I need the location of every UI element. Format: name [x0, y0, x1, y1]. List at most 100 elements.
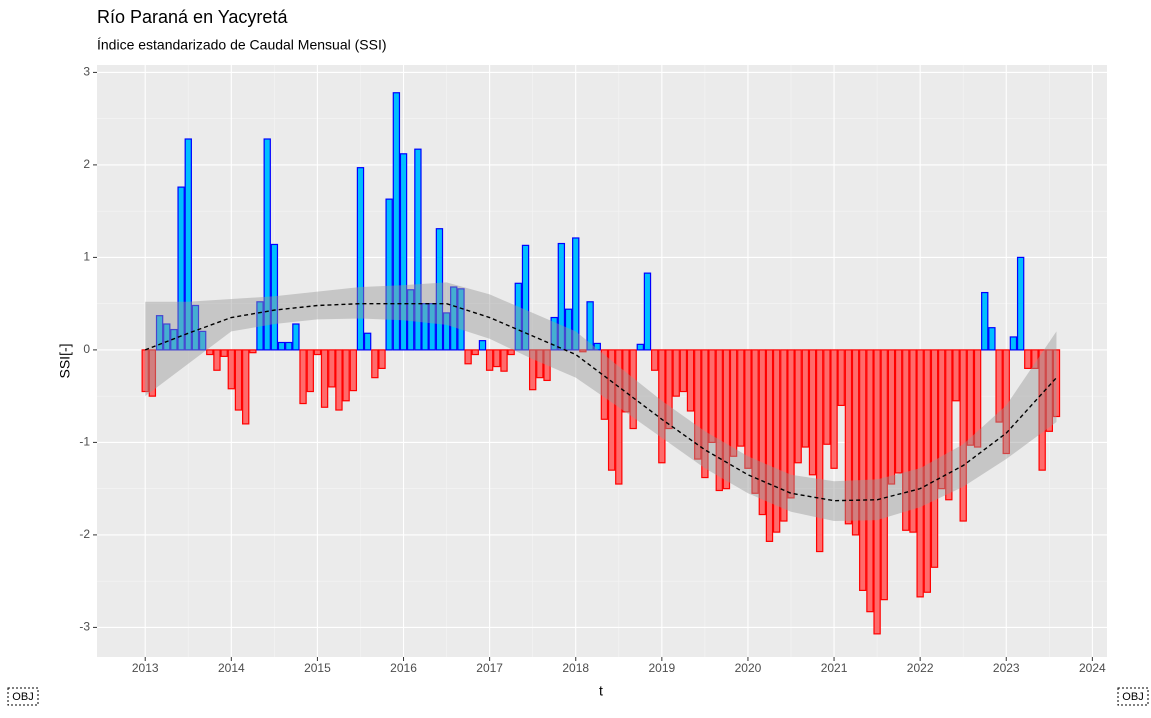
bar: [242, 349, 250, 425]
bar: [880, 349, 888, 601]
bar: [313, 349, 322, 356]
bar: [256, 301, 264, 351]
bar: [335, 349, 343, 411]
bar: [995, 349, 1003, 423]
bar: [349, 349, 358, 392]
bar: [658, 349, 666, 464]
bar: [622, 349, 630, 413]
bar: [457, 288, 465, 351]
bar: [988, 327, 996, 351]
bar: [406, 289, 415, 351]
bar: [543, 349, 551, 382]
bar: [277, 341, 286, 351]
bar: [500, 349, 508, 372]
bar: [378, 349, 386, 369]
x-tick-label: 2021: [821, 661, 848, 675]
bar: [148, 349, 157, 397]
bar: [902, 349, 910, 531]
bar: [528, 349, 537, 391]
bar: [701, 349, 709, 479]
x-tick-label: 2024: [1079, 661, 1106, 675]
y-tick-label: -3: [79, 620, 90, 634]
bar: [485, 349, 494, 371]
bar: [550, 316, 558, 351]
bar: [651, 349, 659, 371]
bar: [141, 349, 149, 393]
bar: [615, 349, 623, 485]
bar: [780, 349, 788, 522]
bar: [636, 343, 645, 351]
bar: [916, 349, 924, 598]
bar: [686, 349, 695, 412]
bar: [191, 304, 200, 351]
bar: [249, 349, 257, 354]
bar: [808, 349, 817, 476]
bar: [801, 349, 810, 448]
bar: [945, 349, 953, 501]
bar: [1002, 349, 1010, 455]
obj-box: [1117, 687, 1149, 706]
bar: [371, 349, 379, 379]
bar: [155, 315, 164, 351]
bar: [270, 243, 279, 351]
bar: [744, 349, 752, 469]
bar: [227, 349, 236, 390]
bar: [450, 286, 458, 351]
bar: [213, 349, 221, 371]
bar: [1009, 336, 1018, 351]
y-tick-label: 2: [83, 157, 90, 171]
bar: [1045, 349, 1053, 432]
bar: [973, 349, 982, 448]
trend-line: [144, 302, 1057, 502]
bar: [643, 272, 652, 351]
bar: [765, 349, 774, 542]
chart-subtitle: Índice estandarizado de Caudal Mensual (…: [97, 37, 387, 53]
bar: [586, 301, 594, 351]
bar: [421, 303, 429, 351]
bar: [478, 340, 487, 351]
x-tick-label: 2018: [562, 661, 589, 675]
bar: [894, 349, 903, 474]
bar: [600, 349, 609, 420]
y-tick-label: 0: [83, 342, 90, 356]
bar: [1031, 349, 1039, 369]
chart-title: Río Paraná en Yacyretá: [97, 7, 288, 27]
bar: [206, 349, 214, 356]
bar: [859, 349, 867, 591]
bar: [866, 349, 874, 613]
bar: [873, 349, 881, 635]
bar: [715, 349, 723, 492]
x-tick-label: 2013: [132, 661, 159, 675]
corner-label: OBJ: [1122, 691, 1143, 703]
x-tick-label: 2023: [993, 661, 1020, 675]
bar: [758, 349, 767, 516]
bar: [737, 349, 745, 447]
bar: [1038, 349, 1046, 471]
x-axis-label: t: [599, 683, 603, 699]
bar: [729, 349, 738, 457]
bar: [493, 349, 501, 368]
y-axis-label: SSI[-]: [57, 343, 73, 378]
bar: [414, 148, 422, 351]
x-tick-label: 2016: [390, 661, 417, 675]
bar: [177, 186, 185, 351]
bar: [442, 312, 451, 351]
bar: [299, 349, 307, 405]
bar: [909, 349, 917, 533]
bar: [306, 349, 314, 393]
bar: [708, 349, 716, 443]
bar: [184, 138, 192, 351]
bar: [694, 349, 702, 460]
y-tick-label: 1: [83, 250, 90, 264]
bar: [772, 349, 781, 533]
bar: [679, 349, 688, 393]
bar: [234, 349, 243, 411]
bar: [1016, 256, 1025, 351]
bar: [923, 349, 931, 593]
bar: [198, 330, 207, 351]
bar: [435, 228, 444, 351]
x-tick-label: 2015: [304, 661, 331, 675]
bar: [399, 153, 408, 351]
x-tick-label: 2020: [735, 661, 762, 675]
